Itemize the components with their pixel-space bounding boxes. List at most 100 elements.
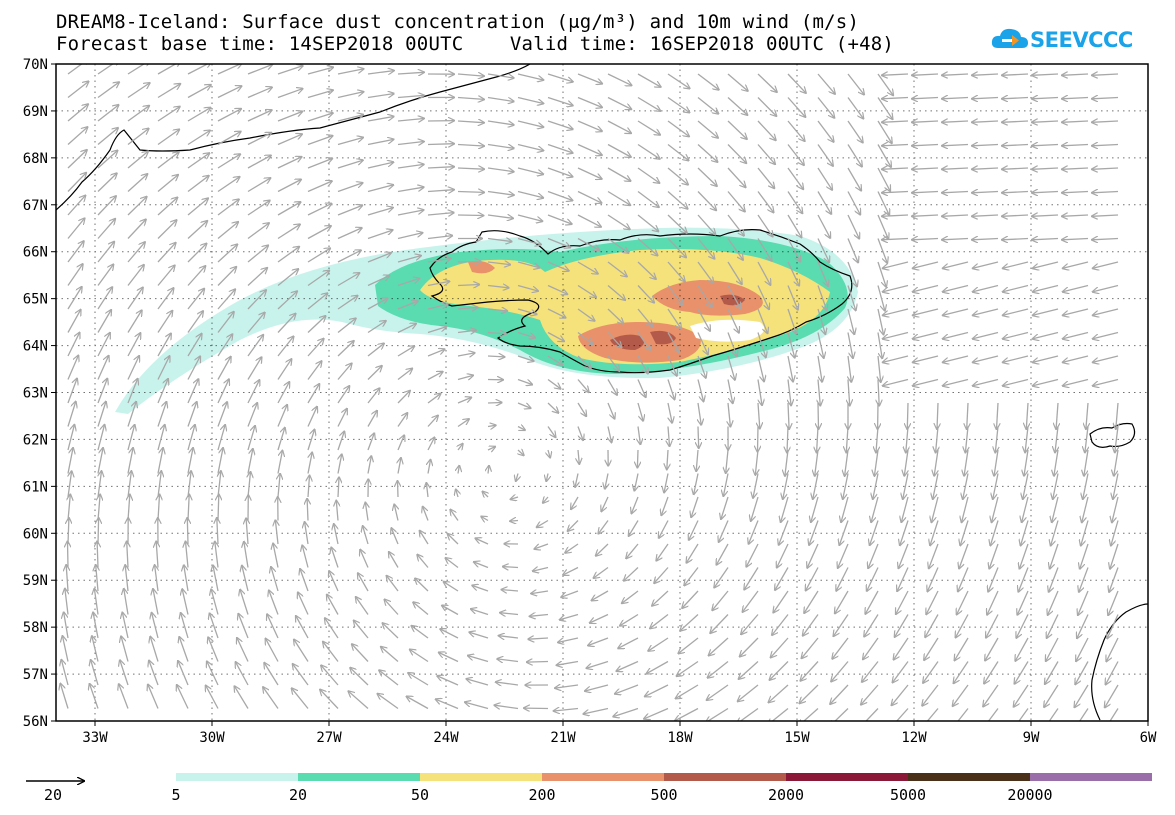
wind-arrow [397, 324, 416, 334]
wind-arrow [637, 167, 659, 183]
lat-tick-label: 69N [23, 104, 48, 120]
wind-arrow [517, 355, 534, 361]
lat-tick-label: 70N [23, 57, 48, 73]
wind-arrow [1020, 543, 1029, 569]
wind-arrow [697, 355, 706, 378]
wind-arrow [667, 449, 668, 469]
wind-arrow [963, 473, 969, 500]
wind-arrow [349, 691, 369, 709]
wind-arrow [381, 647, 399, 662]
wind-arrow [1063, 355, 1089, 362]
wind-arrow [494, 705, 519, 708]
wind-arrow [378, 694, 399, 710]
wind-arrow [68, 542, 69, 568]
wind-arrow [830, 684, 849, 704]
wind-arrow [708, 660, 729, 678]
wind-arrow [367, 344, 384, 357]
wind-arrow [877, 332, 882, 359]
wind-arrow [577, 190, 601, 203]
wind-arrow [97, 542, 98, 568]
colorbar-swatch [298, 773, 420, 781]
wind-arrow [1062, 145, 1089, 146]
wind-arrow [813, 473, 819, 500]
colorbar-level-label: 20 [288, 786, 308, 804]
wind-arrow [654, 567, 669, 584]
wind-arrow [387, 576, 399, 592]
wind-arrow [273, 544, 279, 568]
wind-arrow [788, 379, 791, 406]
wind-arrow [337, 341, 354, 357]
wind-arrow [607, 214, 630, 229]
wind-arrow [817, 426, 818, 453]
wind-arrow [187, 311, 203, 333]
wind-reference-label: 20 [44, 786, 63, 804]
lat-tick-label: 59N [23, 573, 48, 589]
wind-arrow [1080, 543, 1089, 569]
wind-arrow [338, 477, 339, 498]
wind-arrow [157, 198, 177, 216]
colorbar-swatch [1030, 773, 1152, 781]
wind-arrow [659, 520, 669, 538]
wind-arrow [213, 566, 219, 592]
wind-arrow [1045, 661, 1059, 685]
wind-arrow [845, 449, 848, 476]
wind-arrow [942, 215, 969, 216]
wind-arrow [277, 157, 302, 169]
wind-arrow [97, 379, 107, 404]
wind-arrow [67, 82, 89, 99]
wind-arrow [739, 661, 759, 679]
wind-arrow [749, 520, 759, 544]
wind-arrow [457, 330, 476, 332]
wind-arrow [247, 64, 272, 75]
wind-arrow [877, 214, 888, 239]
wind-arrow [972, 215, 999, 216]
wind-arrow [955, 637, 969, 660]
wind-arrow [457, 168, 484, 169]
wind-arrow [427, 349, 445, 357]
wind-arrow [271, 567, 279, 592]
wind-arrow [787, 308, 796, 334]
wind-arrow [156, 542, 158, 568]
wind-arrow [960, 520, 969, 546]
wind-arrow [877, 285, 885, 311]
wind-arrow [847, 97, 863, 119]
wind-arrow [427, 372, 443, 381]
wind-arrow [1033, 355, 1059, 362]
wind-arrow [973, 308, 999, 315]
wind-arrow [757, 261, 770, 285]
wind-arrow [547, 73, 573, 82]
wind-arrow [873, 473, 879, 500]
wind-arrow [1032, 121, 1059, 122]
wind-arrow [67, 264, 83, 286]
wind-arrow [66, 565, 68, 592]
wind-arrow [500, 613, 519, 615]
wind-arrow [726, 449, 728, 473]
wind-arrow [379, 670, 399, 686]
wind-arrow [607, 167, 631, 181]
wind-arrow [127, 265, 144, 286]
wind-arrow [577, 308, 595, 321]
wind-arrow [1092, 121, 1119, 122]
wind-arrow [867, 567, 879, 591]
wind-arrow [547, 331, 564, 342]
wind-arrow [637, 332, 650, 350]
wind-arrow [1050, 543, 1059, 569]
wind-arrow [217, 86, 241, 99]
wind-arrow [1063, 284, 1089, 292]
wind-arrow [277, 428, 285, 451]
wind-arrow [277, 247, 299, 263]
wind-arrow [367, 298, 388, 310]
wind-arrow [179, 637, 189, 662]
wind-arrow [1002, 192, 1029, 193]
wind-arrow [697, 261, 713, 283]
wind-arrow [584, 707, 609, 714]
wind-arrow [637, 449, 638, 468]
wind-arrow [277, 224, 300, 240]
wind-arrow [1082, 496, 1089, 522]
wind-arrow [987, 590, 999, 615]
wind-arrow [367, 185, 393, 193]
wind-arrow [829, 708, 849, 721]
wind-arrow [1093, 378, 1119, 386]
wind-arrow [615, 684, 639, 694]
wind-arrow [637, 96, 660, 111]
